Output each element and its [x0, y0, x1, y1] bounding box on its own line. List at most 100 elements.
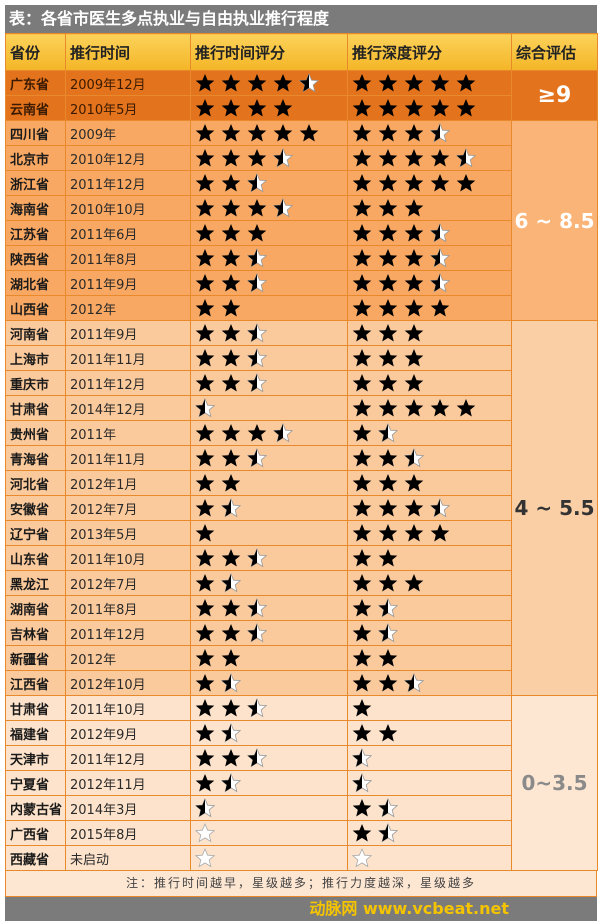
star-half-icon [221, 573, 241, 593]
time-score-cell [190, 520, 348, 546]
table-row: 青海省 2011年11月 [5, 445, 598, 471]
star-full-icon [273, 99, 293, 117]
depth-score-stars [352, 73, 511, 93]
time-score-stars [195, 848, 347, 868]
star-full-icon [195, 474, 215, 492]
time-score-stars [195, 98, 347, 118]
star-full-icon [195, 174, 215, 192]
star-full-icon [352, 474, 372, 492]
depth-score-cell [347, 770, 512, 796]
table-row: 西藏省 未启动 [5, 845, 598, 871]
star-full-icon [352, 274, 372, 292]
time-score-cell [190, 745, 348, 771]
star-full-icon [221, 174, 241, 192]
table-row: 重庆市 2011年12月 [5, 370, 598, 396]
time-score-stars [195, 798, 347, 818]
start-time-cell: 2009年12月 [65, 70, 191, 96]
depth-score-cell [347, 95, 512, 121]
start-time-cell: 2009年 [65, 120, 191, 146]
star-full-icon [221, 749, 241, 767]
depth-score-stars [352, 98, 511, 118]
star-full-icon [378, 574, 398, 592]
star-full-icon [247, 149, 267, 167]
star-full-icon [221, 699, 241, 717]
star-half-icon [195, 798, 215, 818]
province-cell: 云南省 [5, 95, 66, 121]
star-half-icon [247, 623, 267, 643]
star-full-icon [404, 74, 424, 92]
star-half-icon [247, 548, 267, 568]
start-time-cell: 2011年12月 [65, 620, 191, 646]
depth-score-cell [347, 570, 512, 596]
time-score-stars [195, 223, 347, 243]
star-full-icon [352, 674, 372, 692]
depth-score-cell [347, 220, 512, 246]
star-half-icon [378, 623, 398, 643]
star-full-icon [404, 224, 424, 242]
star-full-icon [195, 749, 215, 767]
star-full-icon [404, 374, 424, 392]
star-full-icon [195, 524, 215, 542]
start-time-cell: 2011年8月 [65, 595, 191, 621]
star-half-icon [273, 148, 293, 168]
star-full-icon [378, 274, 398, 292]
star-half-icon [247, 173, 267, 193]
depth-score-cell [347, 645, 512, 671]
star-full-icon [352, 349, 372, 367]
start-time-cell: 2012年1月 [65, 470, 191, 496]
depth-score-cell [347, 295, 512, 321]
province-cell: 甘肃省 [5, 395, 66, 421]
table-row: 河南省 2011年9月 4 ~ 5.5 [5, 320, 598, 696]
star-full-icon [195, 574, 215, 592]
time-score-cell [190, 470, 348, 496]
start-time-cell: 2014年12月 [65, 395, 191, 421]
start-time-cell: 2011年8月 [65, 245, 191, 271]
star-half-icon [247, 273, 267, 293]
depth-score-stars [352, 473, 511, 493]
figure-title: 表：各省市医生多点执业与自由执业推行程度 [5, 5, 597, 33]
depth-score-cell [347, 120, 512, 146]
depth-score-cell [347, 245, 512, 271]
depth-score-cell [347, 695, 512, 721]
time-score-stars [195, 623, 347, 643]
star-full-icon [378, 524, 398, 542]
star-full-icon [247, 424, 267, 442]
province-cell: 天津市 [5, 745, 66, 771]
depth-score-cell [347, 520, 512, 546]
star-full-icon [352, 124, 372, 142]
star-full-icon [221, 424, 241, 442]
depth-score-stars [352, 148, 511, 168]
header-time: 推行时间 [65, 33, 191, 71]
star-full-icon [221, 374, 241, 392]
star-full-icon [378, 674, 398, 692]
table-row: 安徽省 2012年7月 [5, 495, 598, 521]
depth-score-cell [347, 595, 512, 621]
province-cell: 江苏省 [5, 220, 66, 246]
star-full-icon [221, 649, 241, 667]
table-row: 江苏省 2011年6月 [5, 220, 598, 246]
start-time-cell: 2012年9月 [65, 720, 191, 746]
start-time-cell: 2010年10月 [65, 195, 191, 221]
star-half-icon [352, 748, 372, 768]
star-full-icon [378, 349, 398, 367]
depth-score-stars [352, 373, 511, 393]
table-row: 甘肃省 2011年10月 0~3.5 [5, 695, 598, 871]
time-score-cell [190, 820, 348, 846]
star-half-icon [247, 348, 267, 368]
province-cell: 安徽省 [5, 495, 66, 521]
star-full-icon [195, 499, 215, 517]
star-full-icon [352, 74, 372, 92]
time-score-stars [195, 173, 347, 193]
depth-score-stars [352, 498, 511, 518]
star-half-icon [430, 123, 450, 143]
header-depth-score: 推行深度评分 [347, 33, 512, 71]
time-score-stars [195, 473, 347, 493]
star-full-icon [273, 74, 293, 92]
start-time-cell: 2010年12月 [65, 145, 191, 171]
table-row: 湖北省 2011年9月 [5, 270, 598, 296]
star-full-icon [195, 699, 215, 717]
province-cell: 福建省 [5, 720, 66, 746]
time-score-stars [195, 398, 347, 418]
table-row: 贵州省 2011年 [5, 420, 598, 446]
depth-score-cell [347, 845, 512, 871]
